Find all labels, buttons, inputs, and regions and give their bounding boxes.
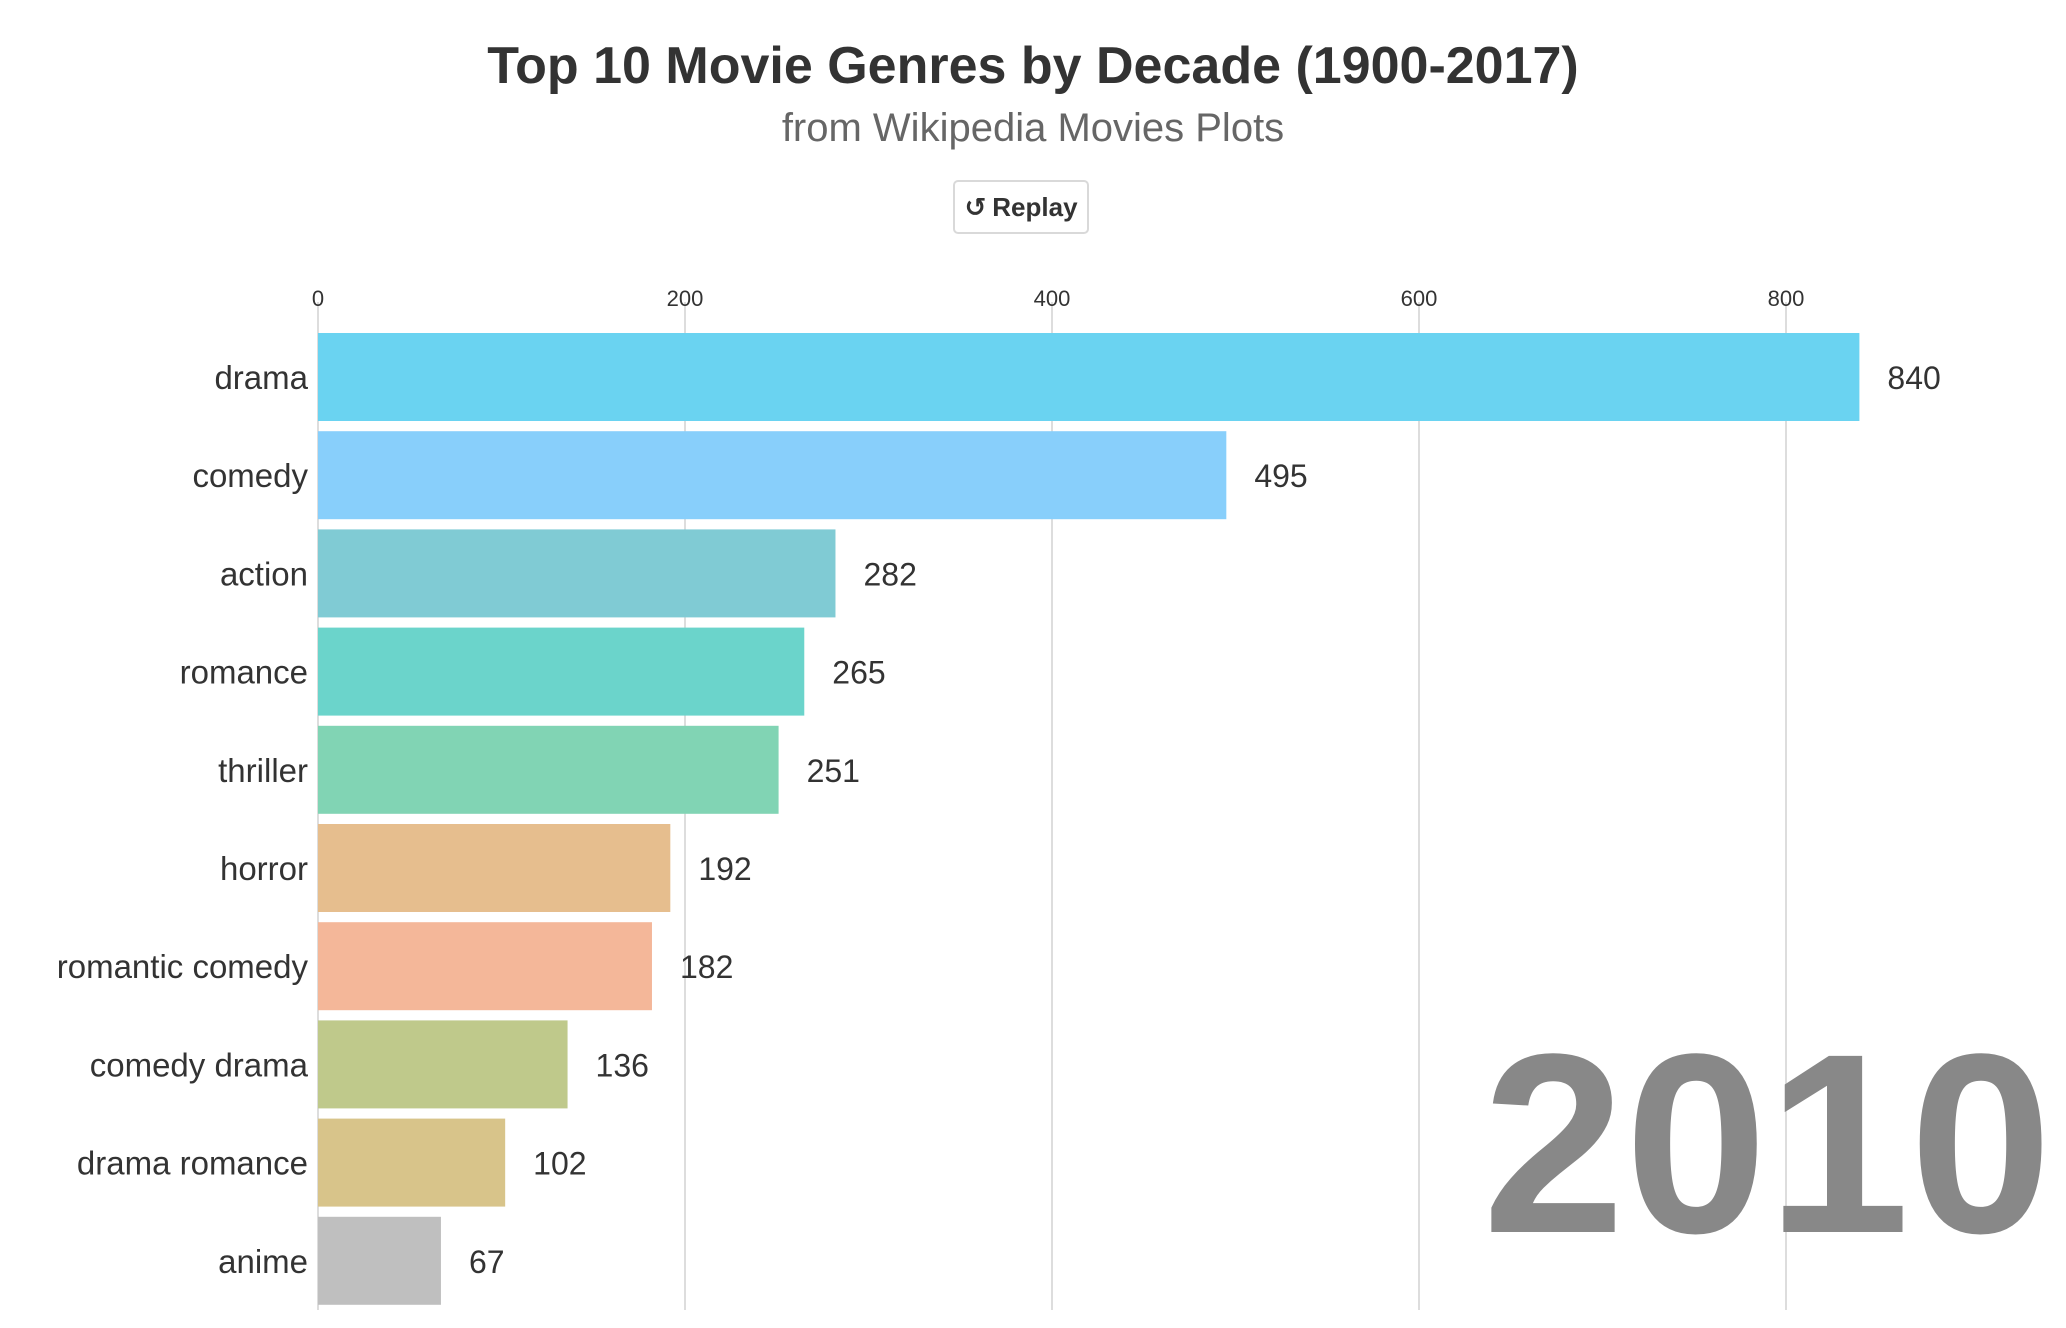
category-label: comedy [192, 457, 308, 494]
bar [318, 627, 805, 716]
chart-title: Top 10 Movie Genres by Decade (1900-2017… [487, 37, 1579, 95]
category-labels: drama comedy action romance thriller horror ro… [57, 359, 309, 1280]
x-tick-label: 800 [1768, 286, 1805, 311]
bar [318, 1118, 506, 1207]
category-label: horror [220, 850, 308, 887]
replay-label: Replay [992, 191, 1078, 222]
value-label: 136 [596, 1047, 649, 1083]
x-tick-label: 0 [312, 286, 324, 311]
chart-subtitle: from Wikipedia Movies Plots [781, 106, 1285, 150]
value-labels: 840 495 282 265 251 192 182 136 102 67 [469, 360, 1941, 1280]
bars [318, 333, 1860, 1305]
value-label: 282 [863, 556, 916, 592]
value-label: 251 [807, 753, 860, 789]
x-tick-label: 200 [667, 286, 704, 311]
value-label: 495 [1254, 458, 1307, 494]
x-tick-label: 400 [1034, 286, 1071, 311]
year-watermark-group: 2010 [1483, 1001, 2053, 1287]
replay-button[interactable]: ↺ Replay [953, 180, 1089, 234]
bar [318, 431, 1227, 520]
x-axis-ticks: 0 200 400 600 800 [312, 286, 1804, 311]
category-label: drama [214, 359, 308, 396]
bar [318, 725, 779, 814]
replay-icon: ↺ [964, 192, 987, 222]
bar [318, 529, 836, 618]
value-label: 102 [533, 1146, 586, 1182]
value-label: 67 [469, 1244, 505, 1280]
bar [318, 1216, 441, 1305]
value-label: 265 [832, 655, 885, 691]
value-label: 192 [698, 851, 751, 887]
bar [318, 922, 652, 1011]
category-label: thriller [218, 752, 308, 789]
category-label: action [220, 555, 308, 592]
bar [318, 824, 671, 912]
value-label: 840 [1887, 360, 1940, 396]
category-label: comedy drama [90, 1046, 309, 1083]
bar [318, 333, 1860, 421]
bar [318, 1020, 568, 1109]
category-label: anime [218, 1243, 308, 1280]
x-tick-label: 600 [1401, 286, 1438, 311]
category-label: romantic comedy [57, 948, 309, 985]
value-label: 182 [680, 949, 733, 985]
year-watermark: 2010 [1483, 1001, 2053, 1287]
category-label: romance [180, 654, 308, 691]
category-label: drama romance [77, 1145, 308, 1182]
